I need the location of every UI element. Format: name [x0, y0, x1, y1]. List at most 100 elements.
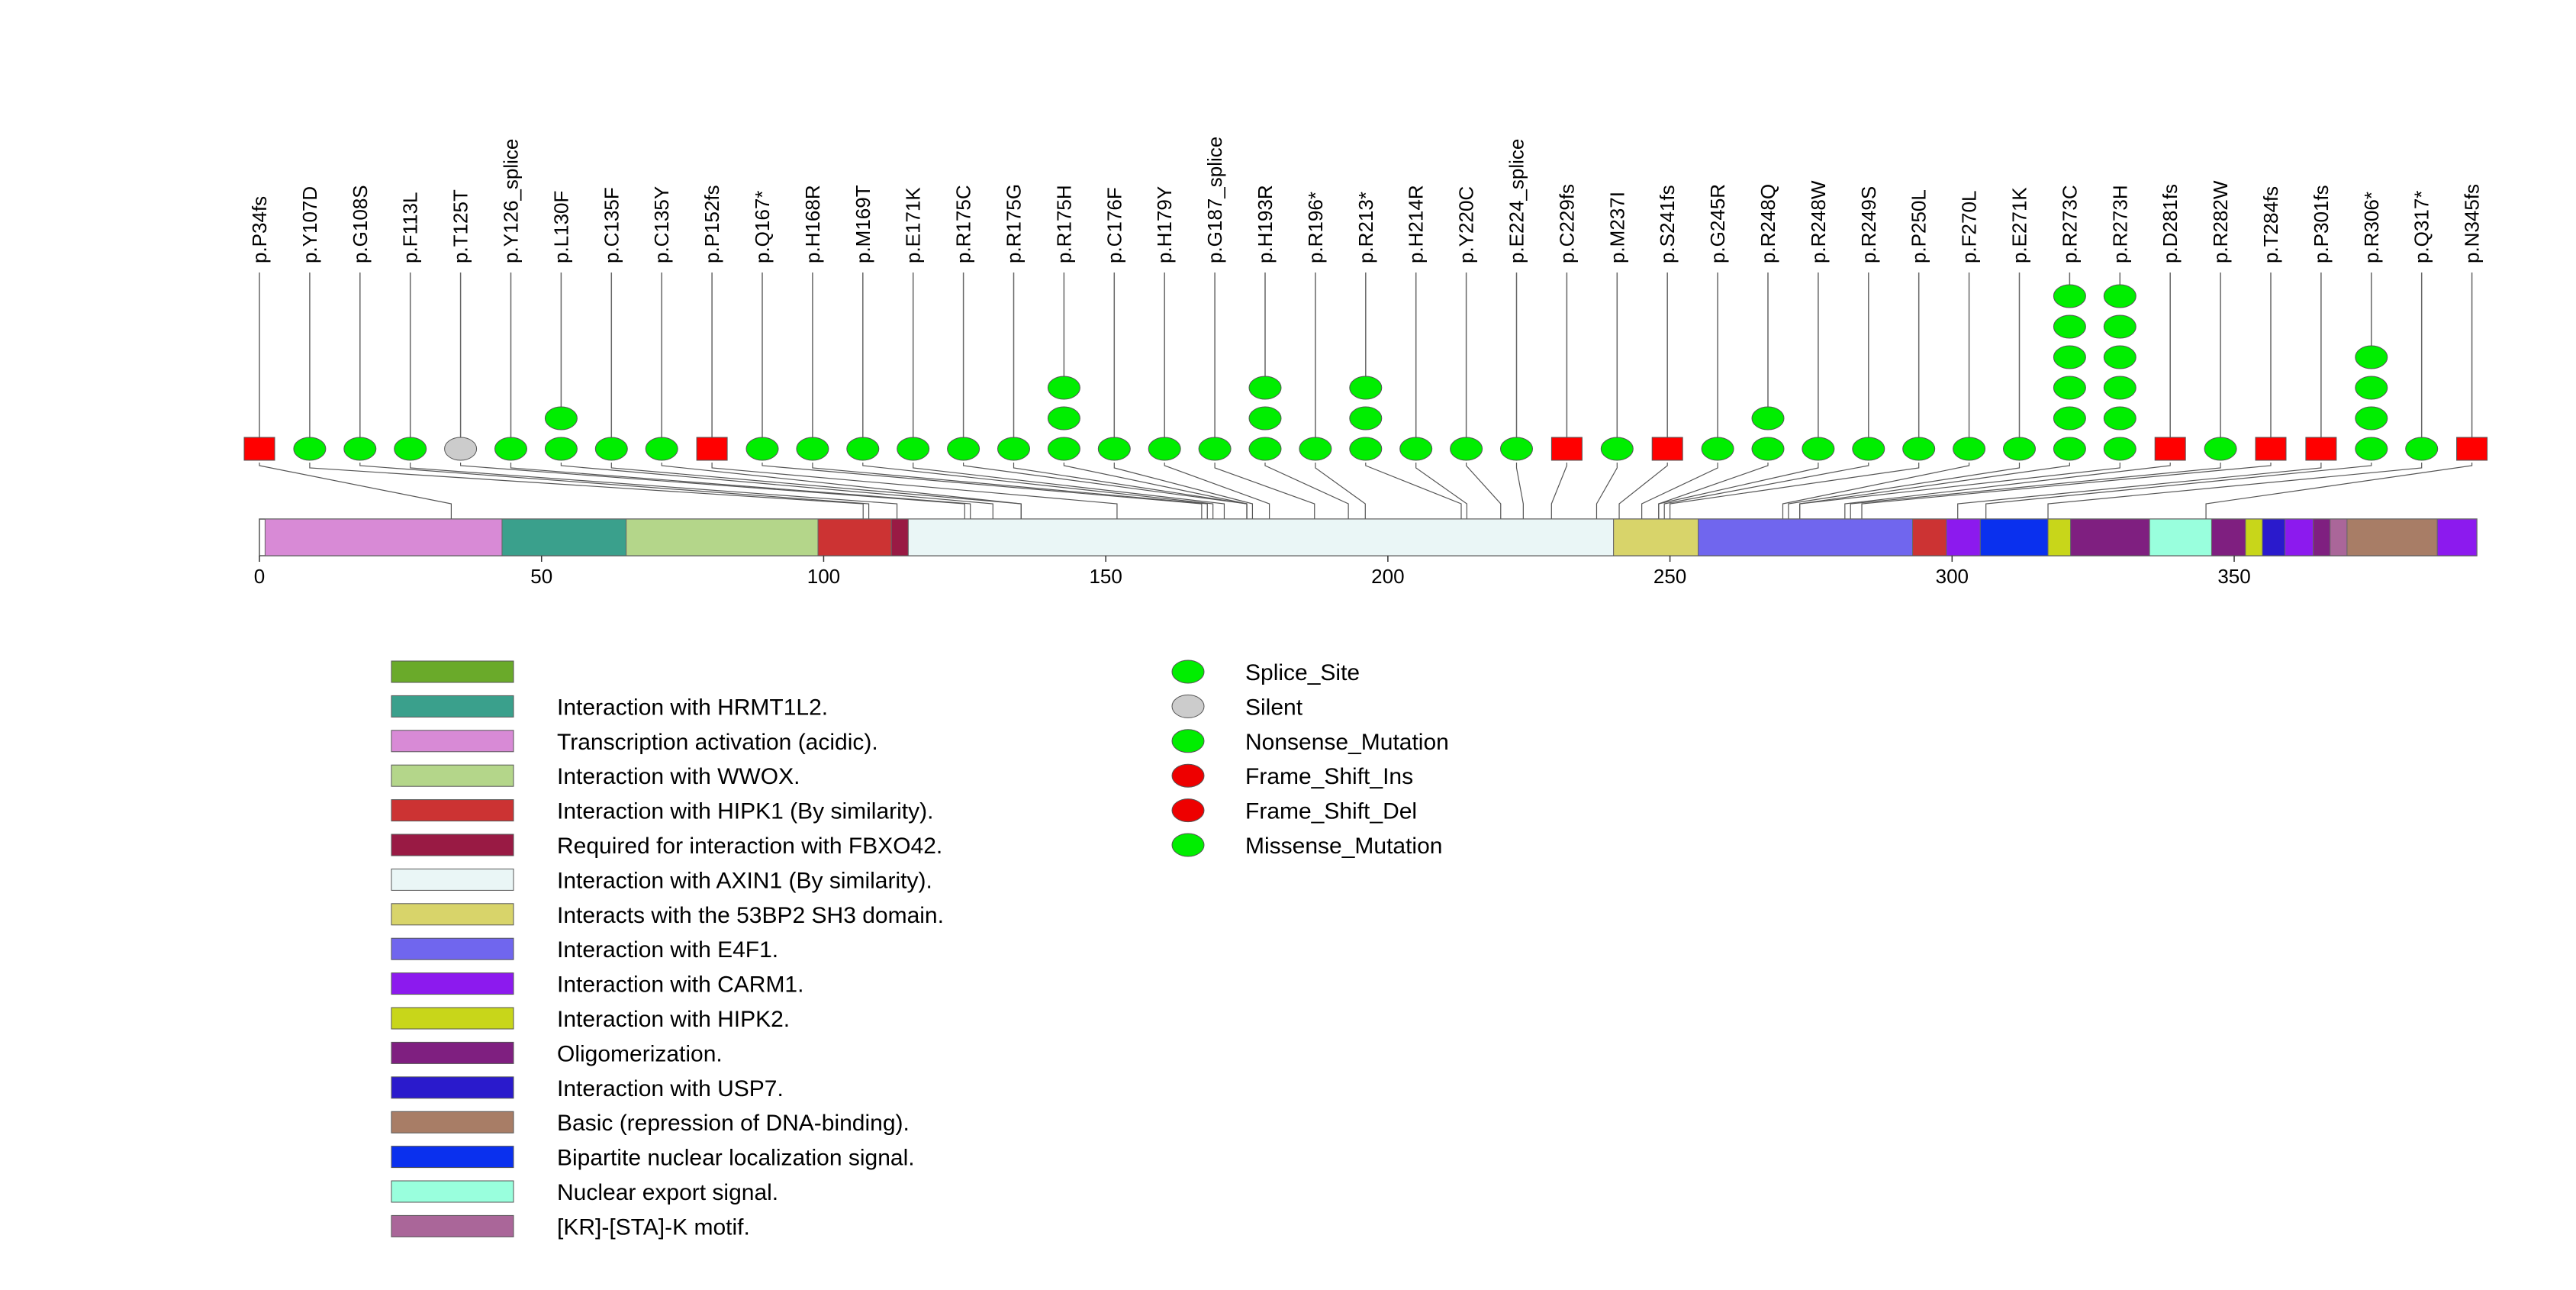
mutation-connector [1658, 463, 1769, 519]
mutation-marker [2053, 345, 2086, 369]
mutation-label: p.D281fs [2159, 184, 2182, 263]
mutation-label: p.C176F [1103, 187, 1125, 263]
mutation-marker [1047, 376, 1080, 400]
mutation-connector [762, 463, 1203, 519]
protein-track [259, 518, 2478, 556]
domain-legend-label: Interaction with E4F1. [557, 937, 778, 963]
mutation-connector [913, 463, 1225, 519]
mutation-marker [2103, 406, 2136, 431]
mutation-label: p.G108S [349, 185, 372, 263]
domain-block [2330, 518, 2348, 556]
mutation-marker [494, 437, 527, 461]
mutation-label: p.R248W [1807, 180, 1830, 263]
mutation-label: p.E171K [902, 187, 925, 263]
mutation-marker [2053, 314, 2086, 339]
mutation-label: p.H193R [1254, 185, 1277, 263]
domain-block [2436, 518, 2478, 556]
mutation-label: p.R175H [1052, 185, 1075, 263]
mutation-marker [2405, 437, 2439, 461]
mutation-label: p.H214R [1405, 185, 1428, 263]
mutation-connector [1782, 463, 1970, 519]
mutation-label: p.Q317* [2410, 191, 2433, 263]
domain-legend-label: [KR]-[STA]-K motif. [557, 1214, 750, 1240]
mutation-marker [2103, 284, 2136, 308]
mutation-connector [962, 463, 1248, 519]
domain-legend-label: Interaction with CARM1. [557, 972, 803, 998]
mutation-marker-rect [2305, 437, 2337, 461]
domain-legend-swatch [391, 903, 514, 926]
domain-legend-swatch [391, 1111, 514, 1134]
mutation-stems [259, 273, 2473, 449]
axis-tick-label: 350 [2217, 565, 2250, 588]
mutation-connector [1957, 463, 2322, 519]
mutation-connector [510, 463, 971, 519]
mutation-label: p.R282W [2209, 180, 2232, 263]
mutation-marker [444, 437, 478, 461]
mutation-legend-label: Splice_Site [1245, 660, 1360, 685]
mutation-marker [846, 437, 880, 461]
domain-block [2211, 518, 2246, 556]
mutation-connector [560, 463, 993, 519]
domain-legend-label: Required for interaction with FBXO42. [557, 834, 942, 859]
domain-legend-label: Interaction with WWOX. [557, 764, 800, 789]
mutation-connector [359, 463, 870, 519]
mutation-connector [1861, 463, 2272, 519]
mutation-connector [1844, 463, 2171, 519]
domain-block [2313, 518, 2331, 556]
mutation-connector [1641, 463, 1718, 519]
mutation-label: p.F270L [1958, 191, 1981, 263]
mutation-marker [544, 437, 578, 461]
mutation-label: p.Y107D [298, 186, 321, 263]
mutation-connector [1788, 463, 2021, 519]
mutation-marker-rect [1651, 437, 1683, 461]
mutation-marker [1751, 406, 1785, 431]
mutation-marker [1399, 437, 1433, 461]
domain-legend-swatch [391, 1214, 514, 1237]
domain-legend-label: Nuclear export signal. [557, 1180, 778, 1205]
mutation-connector [1164, 463, 1270, 519]
domain-legend-swatch [391, 1146, 514, 1169]
mutation-legend-swatch [1171, 660, 1205, 684]
domain-legend-label: Interaction with AXIN1 (By similarity). [557, 868, 932, 893]
mutation-connector [259, 463, 452, 519]
axis-tick-label: 200 [1371, 565, 1404, 588]
mutation-marker [1248, 376, 1282, 400]
axis-tick-label: 300 [1936, 565, 1969, 588]
mutation-connector [1670, 463, 1920, 519]
mutation-marker [1097, 437, 1131, 461]
mutation-marker [1299, 437, 1332, 461]
mutation-connector [410, 463, 898, 519]
domain-legend-swatch [391, 1180, 514, 1203]
domain-block [890, 518, 909, 556]
domain-legend: Interaction with HRMT1L2. Transcription a… [391, 660, 944, 1240]
mutation-connector [661, 463, 1022, 519]
domain-legend-swatch [391, 1041, 514, 1064]
mutation-connector [1113, 463, 1254, 519]
mutation-connector [1365, 463, 1462, 519]
domain-block [1698, 518, 1914, 556]
mutation-label: p.R273C [2058, 185, 2081, 263]
mutation-legend-swatch [1171, 729, 1205, 753]
mutation-label: p.F113L [399, 192, 422, 263]
domain-block [2262, 518, 2286, 556]
domain-legend-label: Interaction with HIPK1 (By similarity). [557, 799, 933, 824]
mutation-markers [243, 284, 2488, 461]
mutation-connector [459, 463, 965, 519]
mutation-labels: p.P34fs p.Y107D p.G108S p.F113L p.T125T p.Y12… [248, 137, 2484, 263]
mutation-marker [1349, 437, 1383, 461]
mutation-label: p.Y126_splice [500, 139, 523, 263]
mutation-marker [796, 437, 829, 461]
mutation-connector [610, 463, 1022, 519]
mutation-marker [1751, 437, 1785, 461]
mutation-connector [1618, 463, 1668, 519]
mutation-marker [1953, 437, 1986, 461]
mutation-marker [394, 437, 427, 461]
position-axis: 0 50 100 150 200 250 300 350 [254, 555, 2477, 588]
domain-legend-swatch [391, 868, 514, 891]
mutation-marker [2053, 406, 2086, 431]
mutation-marker [2053, 376, 2086, 400]
mutation-connector [1799, 463, 2120, 519]
mutation-label: p.C135F [600, 187, 623, 263]
mutation-connector [1985, 463, 2372, 519]
